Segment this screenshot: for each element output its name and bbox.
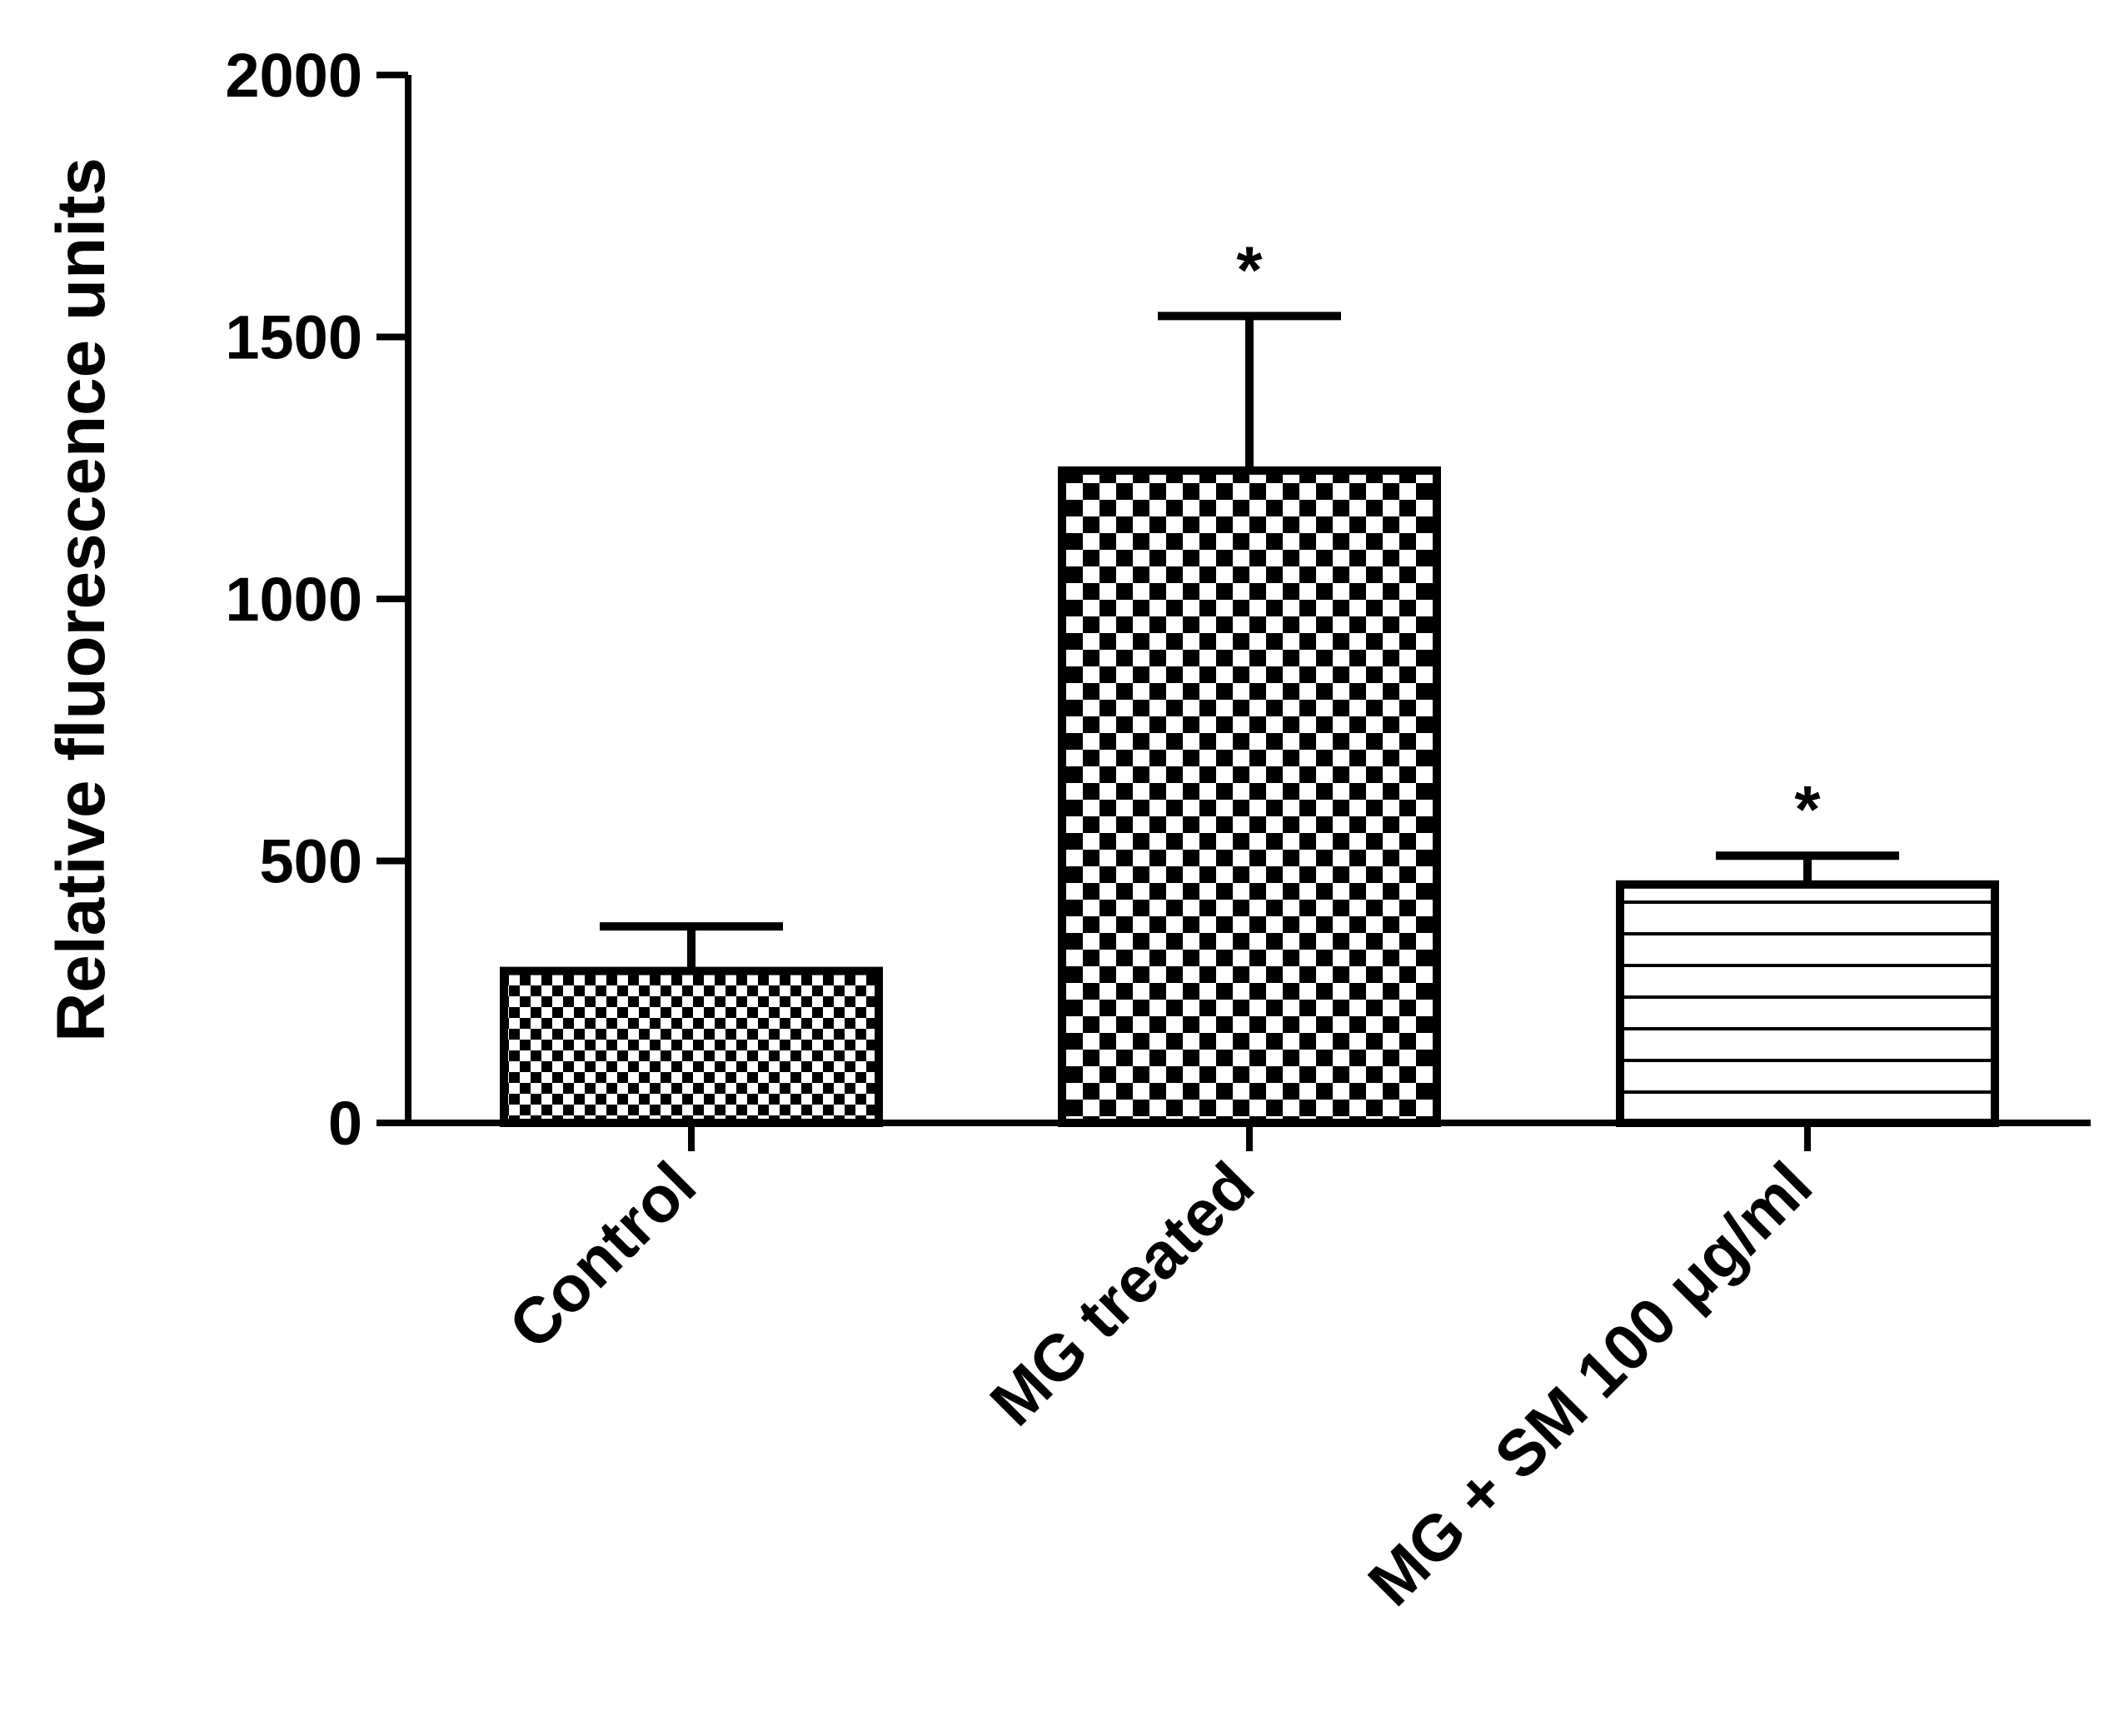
significance-marker: * (1794, 772, 1821, 846)
y-axis-ticks: 0 500 1000 1500 2000 (225, 41, 408, 1158)
bars (500, 466, 1999, 1128)
y-tick-label: 1500 (225, 303, 362, 372)
significance-marker: * (1236, 232, 1263, 307)
y-tick-label: 2000 (225, 41, 362, 110)
bar (500, 966, 883, 1127)
x-tick-label: MG + SM 100 μg/ml (1354, 1148, 1826, 1619)
x-tick-label: Control (495, 1148, 710, 1363)
y-tick-label: 500 (260, 827, 362, 896)
bar (1616, 880, 1999, 1128)
y-tick-label: 1000 (225, 565, 362, 634)
y-tick-label: 0 (328, 1089, 362, 1158)
y-axis-title: Relative fluorescence units (43, 157, 119, 1042)
x-tick-label: MG treated (976, 1148, 1268, 1439)
error-bars (600, 312, 1899, 971)
x-axis-ticks: Control MG treated MG + SM 100 μg/ml (495, 1123, 1826, 1619)
significance-markers: ** (1236, 232, 1821, 846)
bar (1058, 466, 1441, 1127)
